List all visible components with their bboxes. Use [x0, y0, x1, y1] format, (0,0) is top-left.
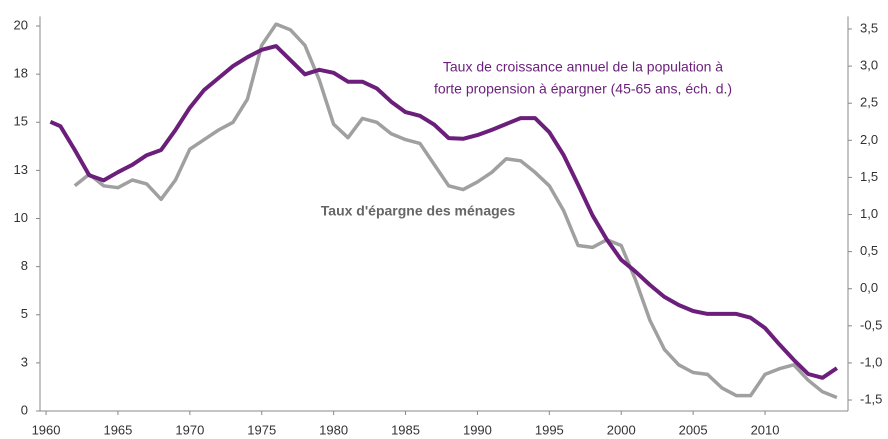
y-tick-label: 8: [21, 258, 28, 273]
y2-tick-label: 1,0: [860, 206, 878, 221]
y2-tick-label: 0,0: [860, 280, 878, 295]
series-line: [73, 22, 838, 400]
annotation: Taux d'épargne des ménages: [321, 203, 516, 219]
x-tick-label: 1975: [247, 422, 276, 437]
x-tick-label: 1965: [103, 422, 132, 437]
series-line: [49, 44, 839, 380]
y2-tick-label: -1,5: [860, 391, 882, 406]
y2-tick-label: 2,0: [860, 132, 878, 147]
y-tick-label: 18: [14, 66, 28, 81]
y-tick-label: 10: [14, 210, 28, 225]
y2-tick-label: -1,0: [860, 354, 882, 369]
y-tick-label: 5: [21, 306, 28, 321]
x-tick-label: 2005: [679, 422, 708, 437]
x-tick-label: 1980: [319, 422, 348, 437]
y-tick-label: 20: [14, 17, 28, 32]
annotation: Taux de croissance annuel de la populati…: [443, 59, 723, 75]
y-tick-label: 0: [21, 402, 28, 417]
x-tick-label: 2010: [751, 422, 780, 437]
x-tick-label: 1985: [391, 422, 420, 437]
y-tick-label: 3: [21, 354, 28, 369]
y2-tick-label: 2,5: [860, 95, 878, 110]
x-tick-label: 2000: [607, 422, 636, 437]
annotation: forte propension à épargner (45-65 ans, …: [434, 81, 732, 97]
y2-tick-label: 3,5: [860, 20, 878, 35]
y2-tick-label: 1,5: [860, 169, 878, 184]
y2-tick-label: 0,5: [860, 243, 878, 258]
y2-tick-label: -0,5: [860, 317, 882, 332]
y-tick-label: 13: [14, 162, 28, 177]
x-tick-label: 1995: [535, 422, 564, 437]
x-tick-label: 1990: [463, 422, 492, 437]
x-tick-label: 1960: [32, 422, 61, 437]
y-tick-label: 15: [14, 114, 28, 129]
x-tick-label: 1970: [175, 422, 204, 437]
y2-tick-label: 3,0: [860, 58, 878, 73]
